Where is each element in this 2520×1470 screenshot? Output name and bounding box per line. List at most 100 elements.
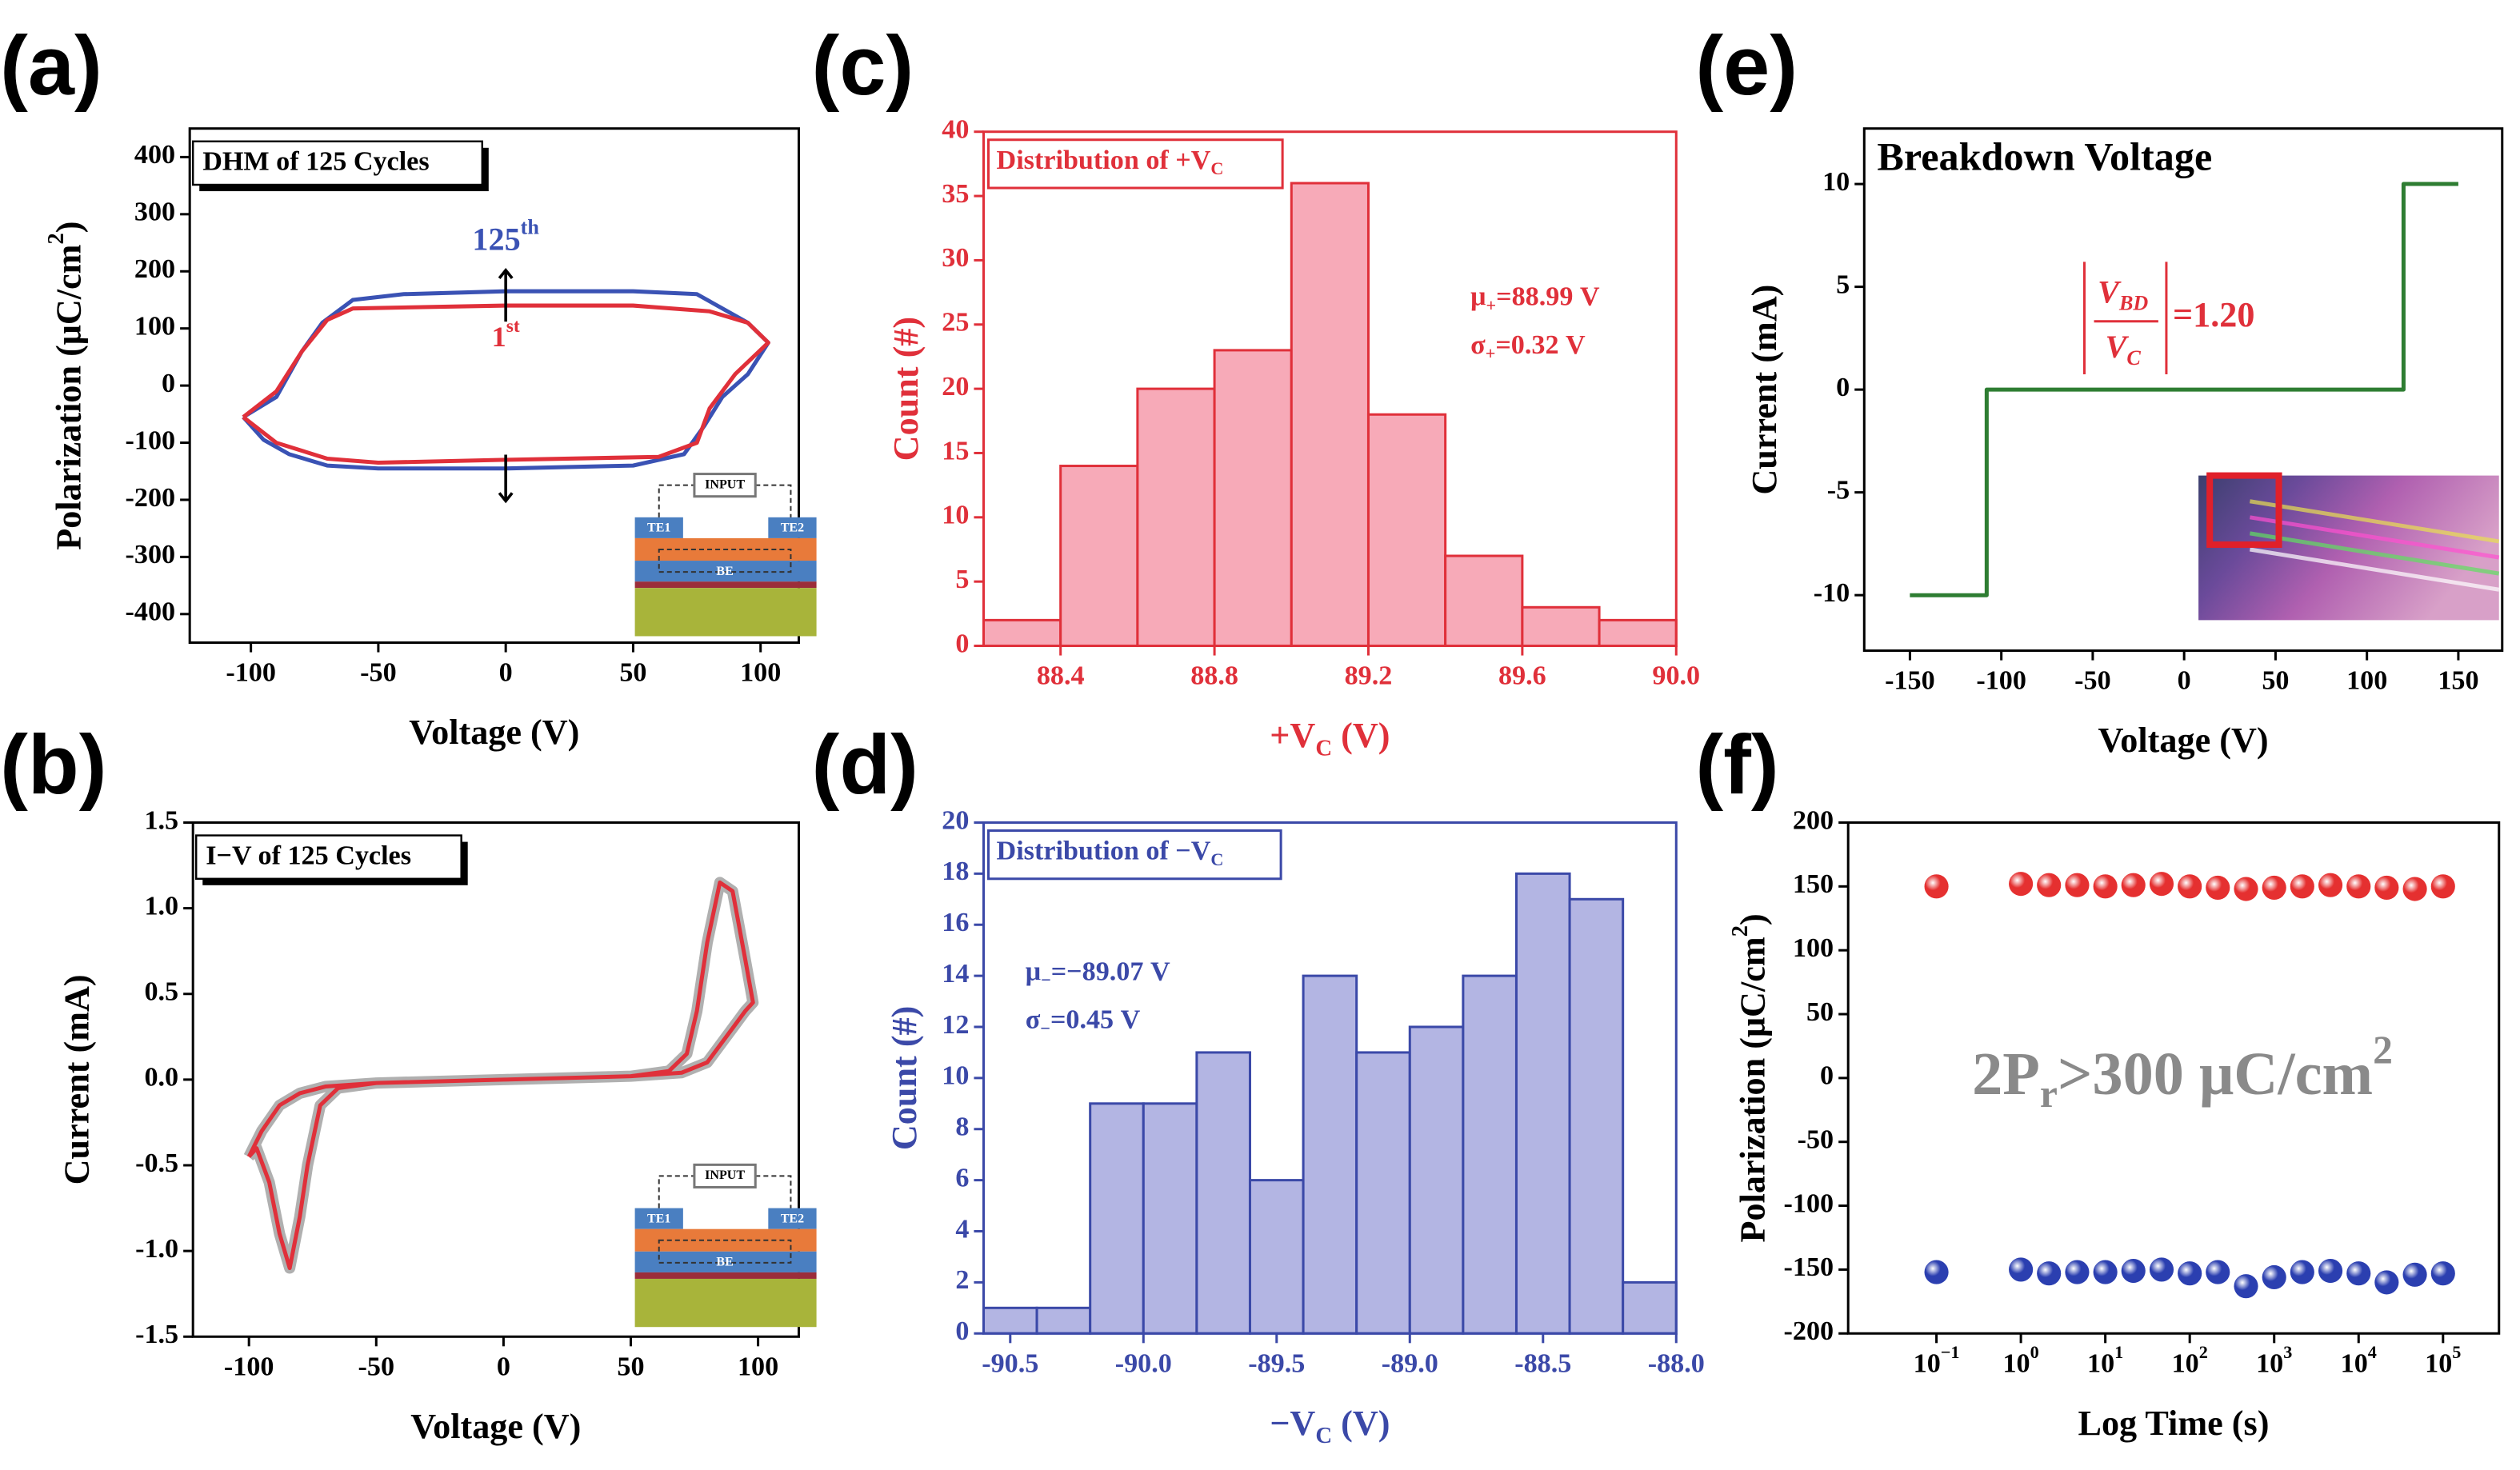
scatter-point <box>2206 1260 2230 1284</box>
histogram-bar <box>1136 387 1216 648</box>
x-tick-label: -88.5 <box>1514 1348 1571 1378</box>
histogram-bar <box>1059 465 1139 648</box>
y-tick-label: -150 <box>1784 1252 1834 1282</box>
abs-bars <box>2082 262 2168 375</box>
x-tick-label: 100 <box>2346 666 2387 696</box>
histogram-bar <box>1302 974 1358 1335</box>
text-segment: μ <box>1026 957 1041 986</box>
x-tick-label: 104 <box>2341 1342 2377 1378</box>
scatter-point <box>2290 1260 2314 1284</box>
text-segment: 10 <box>2087 1348 2114 1378</box>
inset-title: Distribution of −VC <box>997 836 1224 869</box>
y-tick-label: 6 <box>955 1163 969 1192</box>
scatter-point <box>2065 873 2090 897</box>
inset-title: I−V of 125 Cycles <box>206 841 411 870</box>
inset-label: INPUT <box>705 477 745 491</box>
scatter-point <box>2318 873 2343 897</box>
x-tick-label: -50 <box>358 1352 395 1381</box>
plot-frame <box>982 821 1678 1335</box>
scatter-point <box>2346 874 2371 899</box>
series-line <box>242 303 770 465</box>
scatter-point <box>2262 1264 2286 1290</box>
y-tick-label: 16 <box>942 908 969 937</box>
x-axis-label: Voltage (V) <box>410 1407 581 1446</box>
y-tick-label: 25 <box>942 308 969 338</box>
scatter-point <box>2346 1261 2371 1286</box>
current-path <box>658 548 792 573</box>
scatter-point <box>2009 1257 2034 1282</box>
y-tick-label: 0 <box>955 629 969 658</box>
y-tick-label: 30 <box>942 243 969 273</box>
annotation: μ+=88.99 V <box>1470 282 1600 315</box>
scatter-point <box>2149 872 2174 897</box>
histogram-bar <box>1521 605 1601 648</box>
text-segment: 2P <box>1972 1039 2040 1107</box>
y-tick-label: 100 <box>134 312 175 342</box>
y-tick-label: -400 <box>126 597 176 627</box>
text-segment: =0.32 V <box>1495 330 1586 360</box>
x-tick-label: 88.4 <box>1037 661 1085 691</box>
scatter-point <box>2234 877 2258 901</box>
histogram-bar <box>1408 1025 1465 1335</box>
micrograph-streak <box>2249 531 2500 576</box>
y-tick-label: 300 <box>134 198 175 227</box>
annotation: σ−=0.45 V <box>1026 1005 1141 1038</box>
text-segment: 2 <box>43 233 69 244</box>
annotation: VBD <box>2098 274 2148 315</box>
text-segment: 2 <box>2373 1028 2393 1072</box>
text-segment: Polarization (μC/cm <box>1734 937 1773 1242</box>
arrow <box>498 267 514 322</box>
y-tick-label: 5 <box>1836 270 1850 299</box>
text-segment: (V) <box>1332 716 1390 755</box>
y-tick-label: 14 <box>942 959 969 989</box>
histogram-bar <box>1366 413 1447 648</box>
scatter-point <box>2121 873 2146 897</box>
scatter-point <box>2009 872 2034 897</box>
text-segment: 4 <box>2368 1342 2377 1362</box>
y-tick-label: 2 <box>955 1265 969 1295</box>
scatter-point <box>1924 874 1949 899</box>
top-electrode <box>768 517 817 538</box>
y-tick-label: 1.0 <box>144 891 178 921</box>
x-tick-label: 89.6 <box>1498 661 1546 691</box>
annotation: σ+=0.32 V <box>1470 330 1586 364</box>
text-segment: 125 <box>472 222 520 258</box>
plot-frame <box>1846 821 2501 1335</box>
scatter-point <box>2290 874 2314 899</box>
text-segment: (V) <box>1332 1404 1390 1443</box>
annotation: VC <box>2106 329 2142 369</box>
x-tick-label: -88.0 <box>1648 1348 1705 1378</box>
scatter-point <box>2374 1270 2399 1295</box>
x-tick-label: 50 <box>2262 666 2289 696</box>
y-tick-label: 200 <box>134 254 175 284</box>
y-tick-label: -1.5 <box>135 1320 178 1349</box>
top-electrode <box>768 1208 817 1229</box>
text-segment: 10 <box>2002 1348 2030 1378</box>
text-segment: Distribution of +V <box>997 146 1211 175</box>
x-tick-label: -100 <box>1976 666 2026 696</box>
text-segment: 3 <box>2283 1342 2292 1362</box>
inset-label: INPUT <box>705 1168 745 1182</box>
current-path <box>658 1239 792 1264</box>
scatter-point <box>2037 873 2062 897</box>
x-tick-label: 89.2 <box>1345 661 1393 691</box>
y-tick-label: 12 <box>942 1010 969 1040</box>
histogram-bar <box>1035 1306 1092 1335</box>
x-axis-label: Voltage (V) <box>409 713 579 752</box>
x-tick-label: 102 <box>2172 1342 2208 1378</box>
x-tick-label: 100 <box>738 1352 778 1381</box>
plot-frame <box>188 127 800 645</box>
y-tick-label: -5 <box>1827 475 1850 505</box>
plot-frame <box>191 821 800 1338</box>
x-tick-label: 100 <box>2002 1342 2038 1378</box>
bottom-electrode <box>634 1251 817 1272</box>
y-tick-label: 20 <box>942 372 969 401</box>
scatter-point <box>2121 1258 2146 1284</box>
text-segment: C <box>1315 735 1332 761</box>
input-box <box>693 1163 757 1188</box>
inset-label: BE <box>716 565 733 578</box>
text-segment: ) <box>1734 913 1773 925</box>
y-tick-label: 400 <box>134 140 175 170</box>
text-segment: 10 <box>1914 1348 1941 1378</box>
x-tick-label: 90.0 <box>1652 661 1700 691</box>
